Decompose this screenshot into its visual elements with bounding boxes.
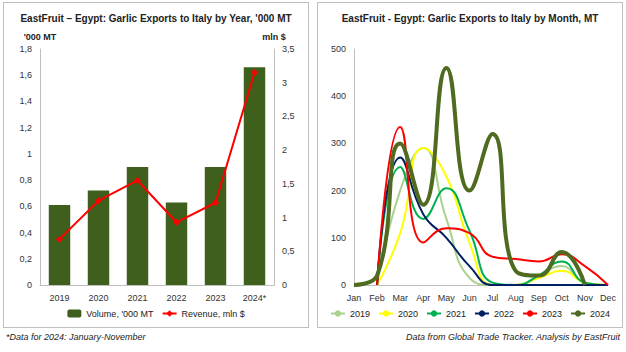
svg-text:Mar: Mar bbox=[392, 293, 408, 303]
svg-text:Jul: Jul bbox=[487, 293, 499, 303]
svg-text:1,6: 1,6 bbox=[19, 70, 32, 80]
html-text:Data from Global Trade Tracker: Data from Global Trade Tracker. Analysis… bbox=[405, 332, 620, 342]
svg-text:1: 1 bbox=[282, 213, 287, 223]
svg-text:0,4: 0,4 bbox=[19, 228, 32, 238]
svg-text:2019: 2019 bbox=[350, 309, 370, 319]
svg-text:Revenue, mln $: Revenue, mln $ bbox=[182, 309, 245, 319]
svg-text:200: 200 bbox=[331, 186, 346, 196]
svg-text:1: 1 bbox=[27, 149, 32, 159]
svg-text:Jun: Jun bbox=[462, 293, 477, 303]
svg-text:2020: 2020 bbox=[398, 309, 418, 319]
svg-text:Jan: Jan bbox=[347, 293, 362, 303]
svg-text:Aug: Aug bbox=[508, 293, 524, 303]
svg-text:2024: 2024 bbox=[590, 309, 610, 319]
svg-text:3: 3 bbox=[282, 78, 287, 88]
svg-text:1,4: 1,4 bbox=[19, 96, 32, 106]
svg-text:Sep: Sep bbox=[531, 293, 547, 303]
svg-text:mln $: mln $ bbox=[262, 32, 286, 42]
svg-text:2022: 2022 bbox=[166, 293, 186, 303]
svg-text:Dec: Dec bbox=[600, 293, 617, 303]
html-text:*Data for 2024: January-Novemb: *Data for 2024: January-November bbox=[6, 332, 146, 342]
svg-text:'000 MT: '000 MT bbox=[24, 32, 57, 42]
svg-text:Apr: Apr bbox=[416, 293, 430, 303]
svg-text:Nov: Nov bbox=[577, 293, 594, 303]
svg-text:1,5: 1,5 bbox=[282, 179, 295, 189]
svg-text:EastFruit - Egypt: Garlic Expo: EastFruit - Egypt: Garlic Exports to Ita… bbox=[342, 13, 599, 24]
svg-text:0: 0 bbox=[341, 280, 346, 290]
svg-text:0,8: 0,8 bbox=[19, 175, 32, 185]
svg-text:1,2: 1,2 bbox=[19, 123, 32, 133]
svg-text:2021: 2021 bbox=[446, 309, 466, 319]
svg-text:0: 0 bbox=[27, 280, 32, 290]
svg-text:2020: 2020 bbox=[88, 293, 108, 303]
svg-text:0: 0 bbox=[282, 280, 287, 290]
svg-text:100: 100 bbox=[331, 233, 346, 243]
svg-text:400: 400 bbox=[331, 91, 346, 101]
svg-text:0,2: 0,2 bbox=[19, 254, 32, 264]
svg-text:EastFruit – Egypt: Garlic Expo: EastFruit – Egypt: Garlic Exports to Ita… bbox=[20, 13, 291, 24]
svg-text:500: 500 bbox=[331, 44, 346, 54]
svg-text:2023: 2023 bbox=[205, 293, 225, 303]
svg-text:2022: 2022 bbox=[494, 309, 514, 319]
svg-text:0,5: 0,5 bbox=[282, 246, 295, 256]
svg-text:2024*: 2024* bbox=[243, 293, 267, 303]
svg-text:Feb: Feb bbox=[369, 293, 385, 303]
svg-text:0,6: 0,6 bbox=[19, 201, 32, 211]
svg-text:1,8: 1,8 bbox=[19, 44, 32, 54]
svg-text:3,5: 3,5 bbox=[282, 44, 295, 54]
svg-text:2: 2 bbox=[282, 145, 287, 155]
svg-text:Volume, '000 MT: Volume, '000 MT bbox=[86, 309, 154, 319]
svg-text:Oct: Oct bbox=[555, 293, 570, 303]
svg-text:300: 300 bbox=[331, 138, 346, 148]
svg-text:May: May bbox=[438, 293, 456, 303]
svg-text:2023: 2023 bbox=[542, 309, 562, 319]
svg-text:2,5: 2,5 bbox=[282, 111, 295, 121]
svg-text:2021: 2021 bbox=[127, 293, 147, 303]
svg-text:2019: 2019 bbox=[49, 293, 69, 303]
